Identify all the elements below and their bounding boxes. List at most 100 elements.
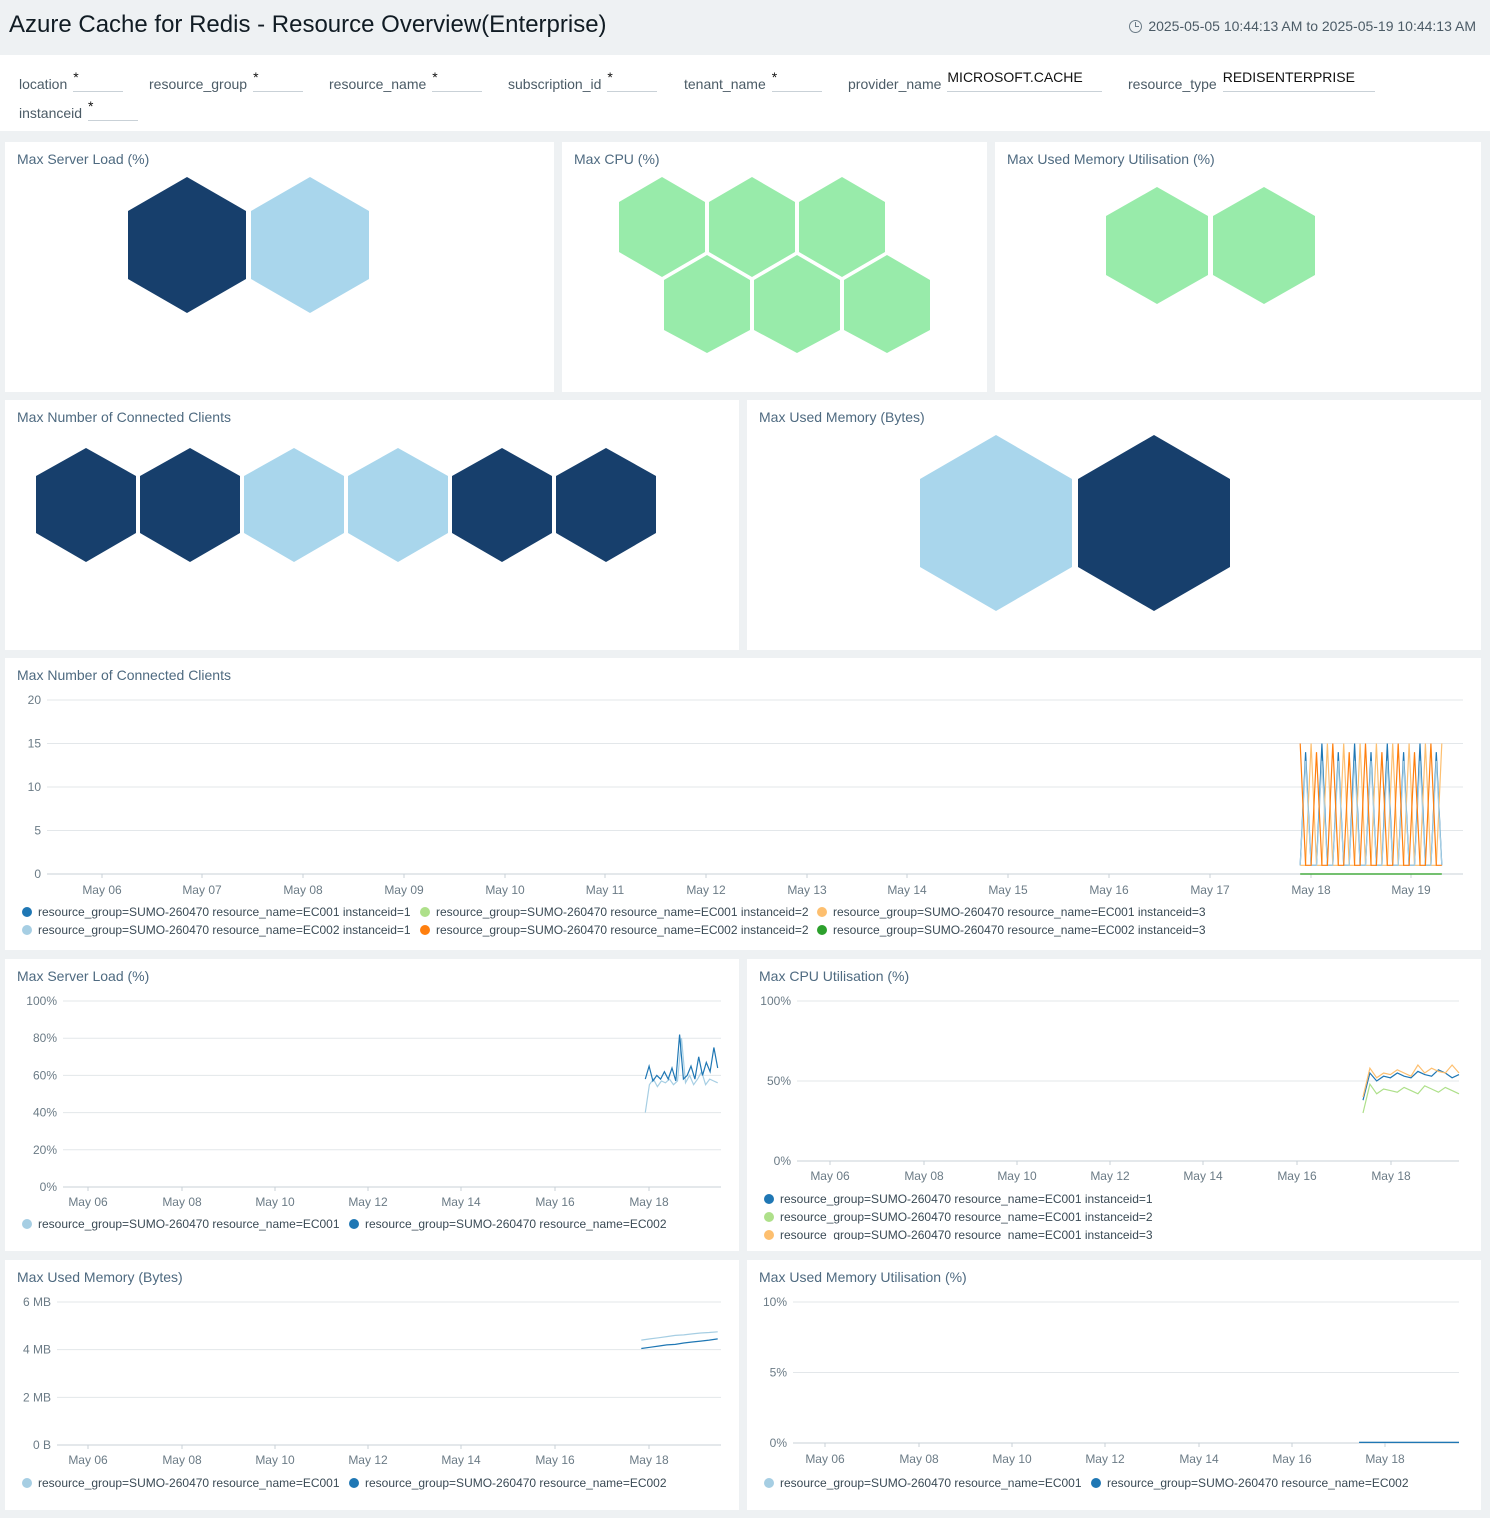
- filter-label: provider_name: [848, 76, 942, 92]
- filter-provider-name[interactable]: provider_name MICROSOFT.CACHE: [848, 69, 1103, 92]
- legend-item[interactable]: resource_group=SUMO-260470 resource_name…: [22, 905, 411, 919]
- y-tick-label: 60%: [33, 1068, 57, 1082]
- filter-value-input[interactable]: *: [607, 69, 658, 92]
- y-tick-label: 20: [28, 693, 42, 707]
- legend-label: resource_group=SUMO-260470 resource_name…: [780, 1210, 1153, 1224]
- legend-dot: [764, 1230, 774, 1240]
- x-tick-label: May 10: [255, 1453, 295, 1467]
- legend-dot: [764, 1478, 774, 1488]
- legend-item[interactable]: resource_group=SUMO-260470 resource_name…: [22, 1476, 340, 1490]
- honeycomb-cell[interactable]: [556, 448, 656, 562]
- legend-item[interactable]: resource_group=SUMO-260470 resource_name…: [420, 905, 809, 919]
- legend-label: resource_group=SUMO-260470 resource_name…: [436, 923, 809, 937]
- honeycomb-cell[interactable]: [1213, 187, 1315, 304]
- honeycomb-cell[interactable]: [1106, 187, 1208, 304]
- x-tick-label: May 14: [1179, 1452, 1219, 1466]
- y-tick-label: 0 B: [33, 1438, 51, 1452]
- x-tick-label: May 06: [82, 883, 122, 897]
- filter-label: location: [19, 76, 68, 92]
- x-tick-label: May 12: [348, 1195, 388, 1209]
- legend-item[interactable]: resource_group=SUMO-260470 resource_name…: [349, 1476, 667, 1490]
- filter-value-input[interactable]: *: [253, 69, 304, 92]
- x-tick-label: May 15: [988, 883, 1028, 897]
- legend-label: resource_group=SUMO-260470 resource_name…: [436, 905, 809, 919]
- filter-value-input[interactable]: *: [88, 98, 139, 121]
- legend-item[interactable]: resource_group=SUMO-260470 resource_name…: [764, 1192, 1153, 1206]
- panel-clients-honeycomb: Max Number of Connected Clients: [5, 400, 739, 650]
- panel-title: Max CPU (%): [574, 151, 660, 167]
- legend-item[interactable]: resource_group=SUMO-260470 resource_name…: [1091, 1476, 1409, 1490]
- filter-tenant-name[interactable]: tenant_name *: [684, 69, 822, 92]
- honeycomb-cell[interactable]: [920, 435, 1072, 611]
- honeycomb-svg: [1106, 187, 1315, 304]
- honeycomb-cell[interactable]: [128, 177, 246, 313]
- honeycomb-cell[interactable]: [844, 255, 930, 353]
- legend-label: resource_group=SUMO-260470 resource_name…: [833, 923, 1206, 937]
- filter-label: instanceid: [19, 105, 83, 121]
- y-tick-label: 40%: [33, 1106, 57, 1120]
- honeycomb-cell[interactable]: [348, 448, 448, 562]
- y-tick-label: 4 MB: [23, 1343, 51, 1357]
- chart-legend: resource_group=SUMO-260470 resource_name…: [5, 1474, 739, 1504]
- legend-item[interactable]: resource_group=SUMO-260470 resource_name…: [817, 923, 1206, 937]
- filter-subscription-id[interactable]: subscription_id *: [508, 69, 658, 92]
- x-tick-label: May 16: [535, 1195, 575, 1209]
- honeycomb-cell[interactable]: [140, 448, 240, 562]
- legend-dot: [22, 907, 32, 917]
- filter-value-input[interactable]: *: [771, 69, 822, 92]
- time-range-picker[interactable]: 2025-05-05 10:44:13 AM to 2025-05-19 10:…: [1129, 18, 1476, 34]
- y-tick-label: 5%: [770, 1366, 788, 1380]
- filter-label: subscription_id: [508, 76, 602, 92]
- panel-title: Max Number of Connected Clients: [17, 667, 231, 683]
- x-tick-label: May 14: [1183, 1169, 1223, 1183]
- x-tick-label: May 06: [810, 1169, 850, 1183]
- x-tick-label: May 16: [1089, 883, 1129, 897]
- filter-location[interactable]: location *: [19, 69, 124, 92]
- filter-value-input[interactable]: *: [432, 69, 483, 92]
- honeycomb-cell[interactable]: [619, 177, 705, 277]
- legend-item[interactable]: resource_group=SUMO-260470 resource_name…: [349, 1217, 667, 1231]
- chart-legend: resource_group=SUMO-260470 resource_name…: [747, 1190, 1481, 1240]
- honeycomb-cell[interactable]: [799, 177, 885, 277]
- series-line: [1362, 1063, 1460, 1098]
- legend-dot: [22, 925, 32, 935]
- filter-value-input[interactable]: MICROSOFT.CACHE: [947, 69, 1103, 92]
- legend-label: resource_group=SUMO-260470 resource_name…: [780, 1476, 1082, 1490]
- legend-item[interactable]: resource_group=SUMO-260470 resource_name…: [764, 1476, 1082, 1490]
- legend-label: resource_group=SUMO-260470 resource_name…: [38, 923, 411, 937]
- honeycomb-cell[interactable]: [251, 177, 369, 313]
- legend-label: resource_group=SUMO-260470 resource_name…: [780, 1192, 1153, 1206]
- honeycomb-cell[interactable]: [664, 255, 750, 353]
- filter-resource-group[interactable]: resource_group *: [149, 69, 304, 92]
- legend-item[interactable]: resource_group=SUMO-260470 resource_name…: [764, 1228, 1153, 1240]
- x-tick-label: May 10: [485, 883, 525, 897]
- x-tick-label: May 18: [1371, 1169, 1411, 1183]
- page-title: Azure Cache for Redis - Resource Overvie…: [9, 11, 607, 38]
- x-tick-label: May 08: [899, 1452, 939, 1466]
- filter-value-input[interactable]: *: [73, 69, 124, 92]
- panel-server-load-honeycomb: Max Server Load (%): [5, 142, 554, 392]
- y-tick-label: 100%: [26, 994, 57, 1008]
- y-tick-label: 6 MB: [23, 1295, 51, 1309]
- honeycomb-cell[interactable]: [709, 177, 795, 277]
- legend-dot: [22, 1478, 32, 1488]
- x-tick-label: May 19: [1391, 883, 1431, 897]
- filter-value-input[interactable]: REDISENTERPRISE: [1222, 69, 1375, 92]
- honeycomb-cell[interactable]: [1078, 435, 1230, 611]
- honeycomb-cell[interactable]: [452, 448, 552, 562]
- legend-item[interactable]: resource_group=SUMO-260470 resource_name…: [420, 923, 809, 937]
- honeycomb-cell[interactable]: [754, 255, 840, 353]
- filter-resource-type[interactable]: resource_type REDISENTERPRISE: [1128, 69, 1375, 92]
- legend-item[interactable]: resource_group=SUMO-260470 resource_name…: [22, 1217, 340, 1231]
- filter-resource-name[interactable]: resource_name *: [329, 69, 483, 92]
- series-line: [641, 1331, 718, 1341]
- panel-title: Max Server Load (%): [17, 968, 150, 984]
- legend-item[interactable]: resource_group=SUMO-260470 resource_name…: [764, 1210, 1153, 1224]
- server-load-line-chart: 0% 20% 40% 60% 80% 100% May 06 May 08 May 10 May …: [26, 994, 721, 1209]
- filter-instanceid[interactable]: instanceid *: [19, 98, 139, 121]
- legend-item[interactable]: resource_group=SUMO-260470 resource_name…: [22, 923, 411, 937]
- honeycomb-cell[interactable]: [36, 448, 136, 562]
- legend-item[interactable]: resource_group=SUMO-260470 resource_name…: [817, 905, 1206, 919]
- honeycomb-cell[interactable]: [244, 448, 344, 562]
- panel-title: Max Used Memory (Bytes): [17, 1269, 183, 1285]
